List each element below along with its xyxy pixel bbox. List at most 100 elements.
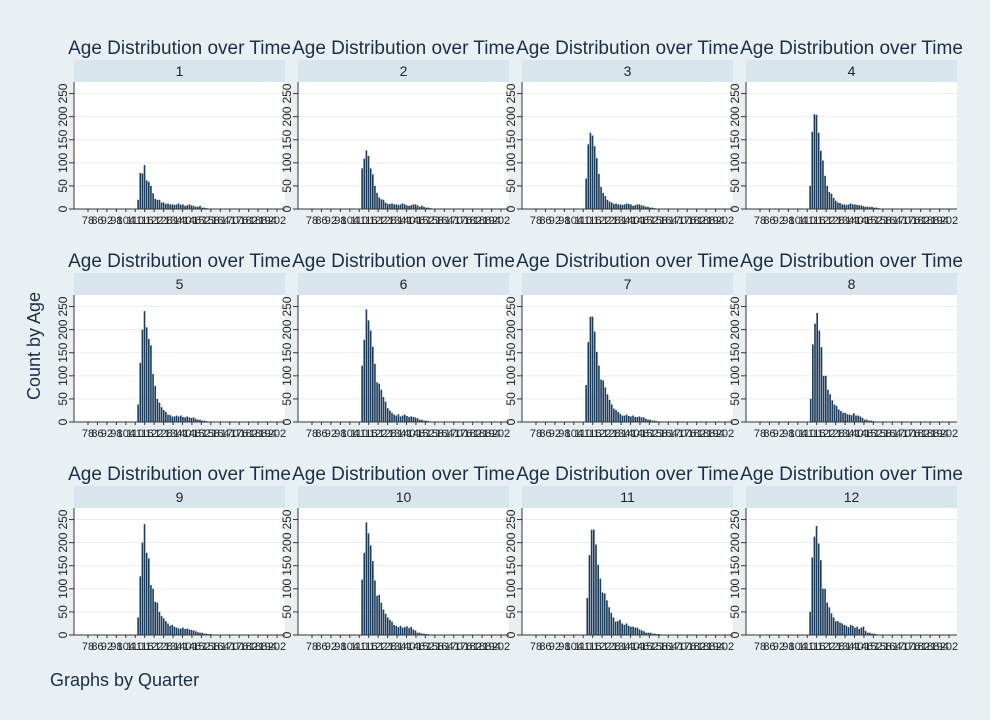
strip-background xyxy=(746,60,957,82)
y-axis-label: Count by Age xyxy=(24,292,44,400)
bar xyxy=(603,593,606,635)
bar xyxy=(182,627,184,635)
x-tick-label: 164 xyxy=(659,428,677,440)
bar xyxy=(617,411,619,422)
strip-label: 3 xyxy=(624,63,632,79)
x-tick-label: 116 xyxy=(136,428,154,440)
panel-title: Age Distribution over Time xyxy=(516,464,739,485)
bar xyxy=(365,150,368,209)
bar xyxy=(601,592,604,635)
x-tick-label: 122 xyxy=(369,428,387,440)
bar xyxy=(815,114,818,209)
x-tick-label: 116 xyxy=(360,428,378,440)
bar xyxy=(849,624,852,635)
bar xyxy=(380,602,383,635)
bar xyxy=(190,417,193,422)
bar xyxy=(834,200,837,209)
bar xyxy=(165,621,167,635)
bar xyxy=(150,345,152,422)
bar xyxy=(599,578,602,635)
bar xyxy=(847,627,850,635)
x-tick-label: 92 xyxy=(325,428,337,440)
strip-background xyxy=(298,273,509,295)
x-tick-label: 116 xyxy=(808,215,826,227)
bar xyxy=(619,413,622,422)
bar xyxy=(418,419,421,422)
x-tick-label: 176 xyxy=(678,641,696,653)
x-tick-label: 170 xyxy=(445,428,463,440)
facet-panel: Age Distribution over Time 7 0 50 100 150 200 2… xyxy=(504,251,739,440)
x-tick-label: 164 xyxy=(211,215,229,227)
y-tick-label: 150 xyxy=(280,129,294,149)
x-tick-label: 122 xyxy=(145,215,163,227)
strip-label: 7 xyxy=(624,276,632,292)
bar xyxy=(817,132,820,209)
x-tick-label: 176 xyxy=(902,641,920,653)
x-tick-label: 188 xyxy=(697,641,715,653)
strip-label: 2 xyxy=(400,63,408,79)
y-tick-label: 50 xyxy=(504,605,518,619)
x-tick-label: 170 xyxy=(669,428,687,440)
bar xyxy=(632,415,634,422)
bar xyxy=(588,555,591,635)
x-tick-label: 158 xyxy=(202,215,220,227)
y-tick-label: 50 xyxy=(504,179,518,193)
y-tick-label: 100 xyxy=(280,578,294,598)
bar xyxy=(408,628,410,635)
bar xyxy=(613,203,615,209)
strip-background xyxy=(74,486,285,508)
bar xyxy=(371,346,374,422)
x-tick-label: 164 xyxy=(883,428,901,440)
bar xyxy=(651,207,654,209)
bar xyxy=(604,196,607,209)
bar xyxy=(154,385,157,422)
bar xyxy=(192,205,195,209)
bar xyxy=(862,626,865,635)
x-tick-label: 110 xyxy=(574,215,592,227)
x-tick-label: 92 xyxy=(325,215,337,227)
x-tick-label: 78 xyxy=(82,215,94,227)
bar xyxy=(197,632,199,635)
bar xyxy=(380,389,383,422)
x-tick-label: 104 xyxy=(117,428,135,440)
bar xyxy=(382,397,385,422)
bar xyxy=(824,375,827,422)
strip-label: 5 xyxy=(176,276,184,292)
bar xyxy=(177,416,180,422)
bar xyxy=(866,206,869,209)
x-tick-label: 98 xyxy=(110,641,122,653)
x-tick-label: 164 xyxy=(883,641,901,653)
strip-label: 9 xyxy=(176,489,184,505)
x-tick-label: 116 xyxy=(584,215,602,227)
bar xyxy=(819,560,822,635)
panel-grid: Age Distribution over Time10501001502002… xyxy=(56,38,963,653)
strip-background xyxy=(746,486,957,508)
bar xyxy=(871,633,873,635)
x-tick-label: 158 xyxy=(426,215,444,227)
x-tick-label: 78 xyxy=(82,428,94,440)
bar xyxy=(384,613,387,635)
x-tick-label: 104 xyxy=(341,641,359,653)
x-tick-label: 122 xyxy=(817,641,835,653)
bar xyxy=(839,202,841,209)
x-tick-label: 202 xyxy=(940,641,958,653)
bar xyxy=(653,420,656,422)
x-tick-label: 98 xyxy=(782,428,794,440)
y-tick-label: 150 xyxy=(280,342,294,362)
bar xyxy=(600,186,602,209)
bar xyxy=(194,631,197,635)
bar xyxy=(647,206,649,209)
x-tick-label: 152 xyxy=(192,428,210,440)
bar xyxy=(831,400,834,422)
bar xyxy=(826,185,829,209)
x-tick-label: 122 xyxy=(369,641,387,653)
bar xyxy=(819,150,822,209)
x-tick-label: 202 xyxy=(716,215,734,227)
panel-title: Age Distribution over Time xyxy=(516,38,739,59)
x-tick-label: 92 xyxy=(549,215,561,227)
bar xyxy=(817,543,820,635)
y-tick-label: 200 xyxy=(504,319,518,339)
plot-area xyxy=(522,508,733,635)
bar xyxy=(617,204,619,209)
facet-panel: Age Distribution over Time11050100150200… xyxy=(504,464,739,653)
